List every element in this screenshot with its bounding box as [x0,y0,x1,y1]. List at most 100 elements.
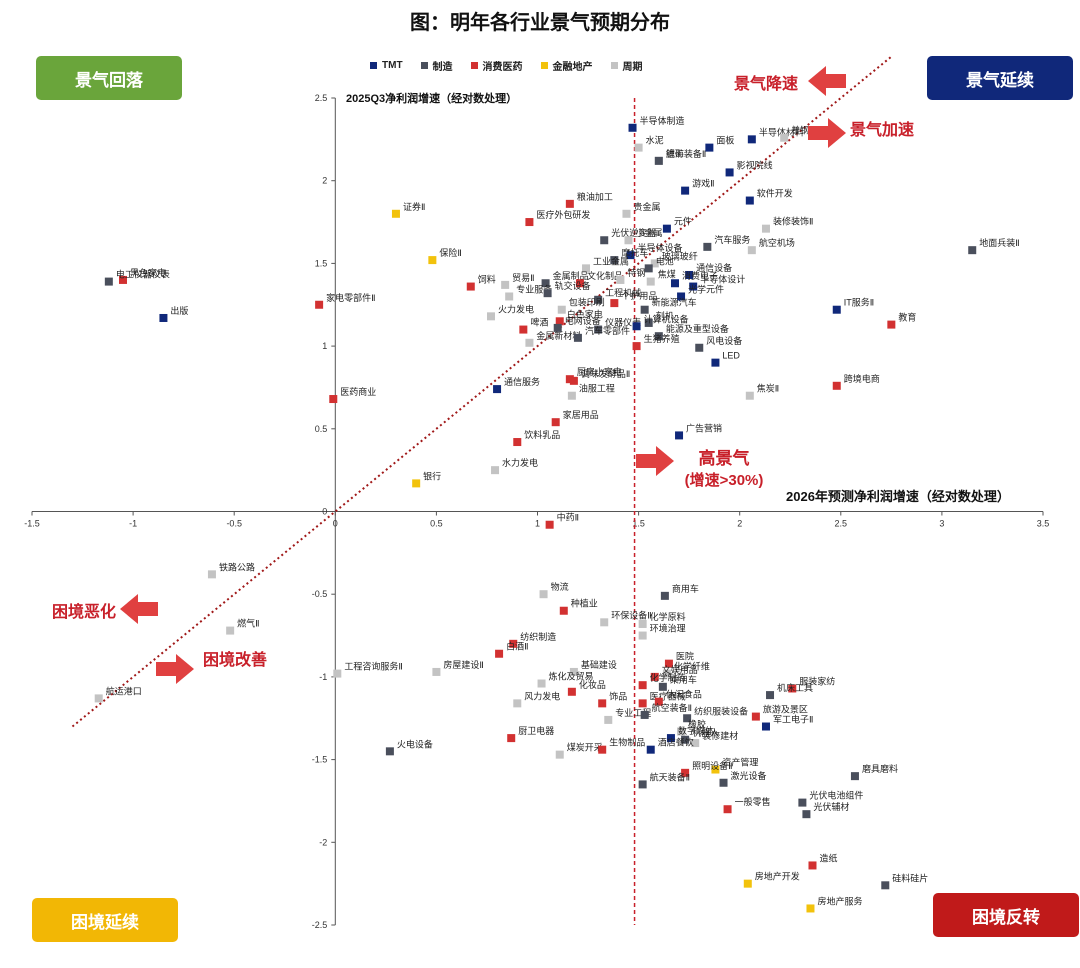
data-label: 文化制品 [587,270,623,281]
quadrant-bottom-right: 困境反转 [933,893,1079,937]
data-label: 粮油加工 [577,191,613,202]
data-label: 电工仪器仪表 [116,269,170,280]
data-point [525,218,534,227]
data-label: 文娱用品 [662,664,698,675]
data-label: 军工电子Ⅱ [773,714,813,725]
data-label: 照明设备Ⅱ [692,760,732,771]
data-label: 化学制药 [650,672,686,683]
data-label: 地面兵装Ⅱ [979,237,1019,248]
data-point [513,438,522,447]
data-point [159,313,168,322]
data-point [887,320,896,329]
data-point [507,734,516,743]
y-tick-label: 0 [322,507,327,517]
arrow-right-icon [808,118,846,148]
data-label: LED [722,351,740,361]
legend-label: 周期 [622,62,643,73]
data-point [559,606,568,615]
chart-title: 图：明年各行业景气预期分布 [410,12,670,34]
y-tick-label: -1 [319,672,327,682]
data-point [725,168,734,177]
data-point [640,710,649,719]
data-point [808,861,817,870]
data-label: 房地产开发 [755,871,800,882]
data-point [466,282,475,291]
data-label: 金属新材料 [536,330,581,341]
data-point [644,318,653,327]
data-point [968,246,977,255]
data-label: 纺织服装设备 [694,705,748,716]
data-label: 工业金属 [593,255,629,266]
data-point [788,684,797,693]
y-tick-label: 2 [322,176,327,186]
data-label: 通信服务 [504,376,540,387]
data-point [501,280,510,289]
data-point [719,778,728,787]
data-label: 化妆品 [579,679,606,690]
data-label: 消费电子 [682,270,718,281]
legend-swatch [540,62,548,69]
data-point [638,619,647,628]
data-point [850,772,859,781]
data-label: 生物制品 [609,737,645,748]
data-point [711,765,720,774]
data-label: 特钢 [627,267,645,278]
data-label: 贵金属 [633,201,660,212]
data-point [681,186,690,195]
data-label: 汽车服务 [714,234,750,245]
data-label: 纺织制造 [520,631,556,642]
legend-item-finance: 金融地产 [540,58,593,73]
arrow-left-icon [808,66,846,96]
data-label: 风力发电 [524,690,560,701]
y-tick-label: -1.5 [312,755,328,765]
data-point [567,391,576,400]
data-point [628,123,637,132]
data-point [703,242,712,251]
data-point [428,256,437,265]
data-point [662,669,671,678]
x-tick-label: 0.5 [430,519,443,529]
quadrant-top-right: 景气延续 [927,56,1073,100]
x-tick-label: -0.5 [226,519,242,529]
label-jingqi-jiasu: 景气加速 [850,122,915,139]
data-label: 环保设备Ⅱ [611,609,651,620]
x-tick-label: 0 [333,519,338,529]
legend-item-tmt: TMT [370,58,403,73]
data-label: 啤酒 [530,317,548,328]
data-point [660,591,669,600]
data-point [705,143,714,152]
x-tick-label: 3 [939,519,944,529]
data-point [491,466,500,475]
data-point [594,325,603,334]
data-point [541,279,550,288]
data-label: 数字媒体 [678,725,714,736]
data-point [881,881,890,890]
data-label: 调味发酵品Ⅱ [581,368,630,379]
data-label: 火电设备 [397,738,433,749]
data-point [329,395,338,404]
data-label: 家电零部件Ⅱ [326,292,375,303]
data-label: 游戏Ⅱ [692,178,714,189]
data-label: 酒店餐饮 [658,737,694,748]
data-point [537,679,546,688]
data-label: 航海装备Ⅱ [666,148,706,159]
data-point [557,305,566,314]
data-point [689,282,698,291]
data-label: 铁路公路 [219,561,255,572]
data-point [644,264,653,273]
data-point [711,358,720,367]
data-point [545,520,554,529]
data-point [104,277,113,286]
data-point [505,292,514,301]
data-point [610,299,619,308]
data-label: 元件 [674,216,692,227]
data-point [632,342,641,351]
data-point [677,727,686,736]
data-point [638,699,647,708]
data-label: 化学原料 [650,611,686,622]
data-point [412,479,421,488]
data-point [638,681,647,690]
data-label: 装修建材 [702,730,738,741]
data-point [681,768,690,777]
data-point [745,391,754,400]
